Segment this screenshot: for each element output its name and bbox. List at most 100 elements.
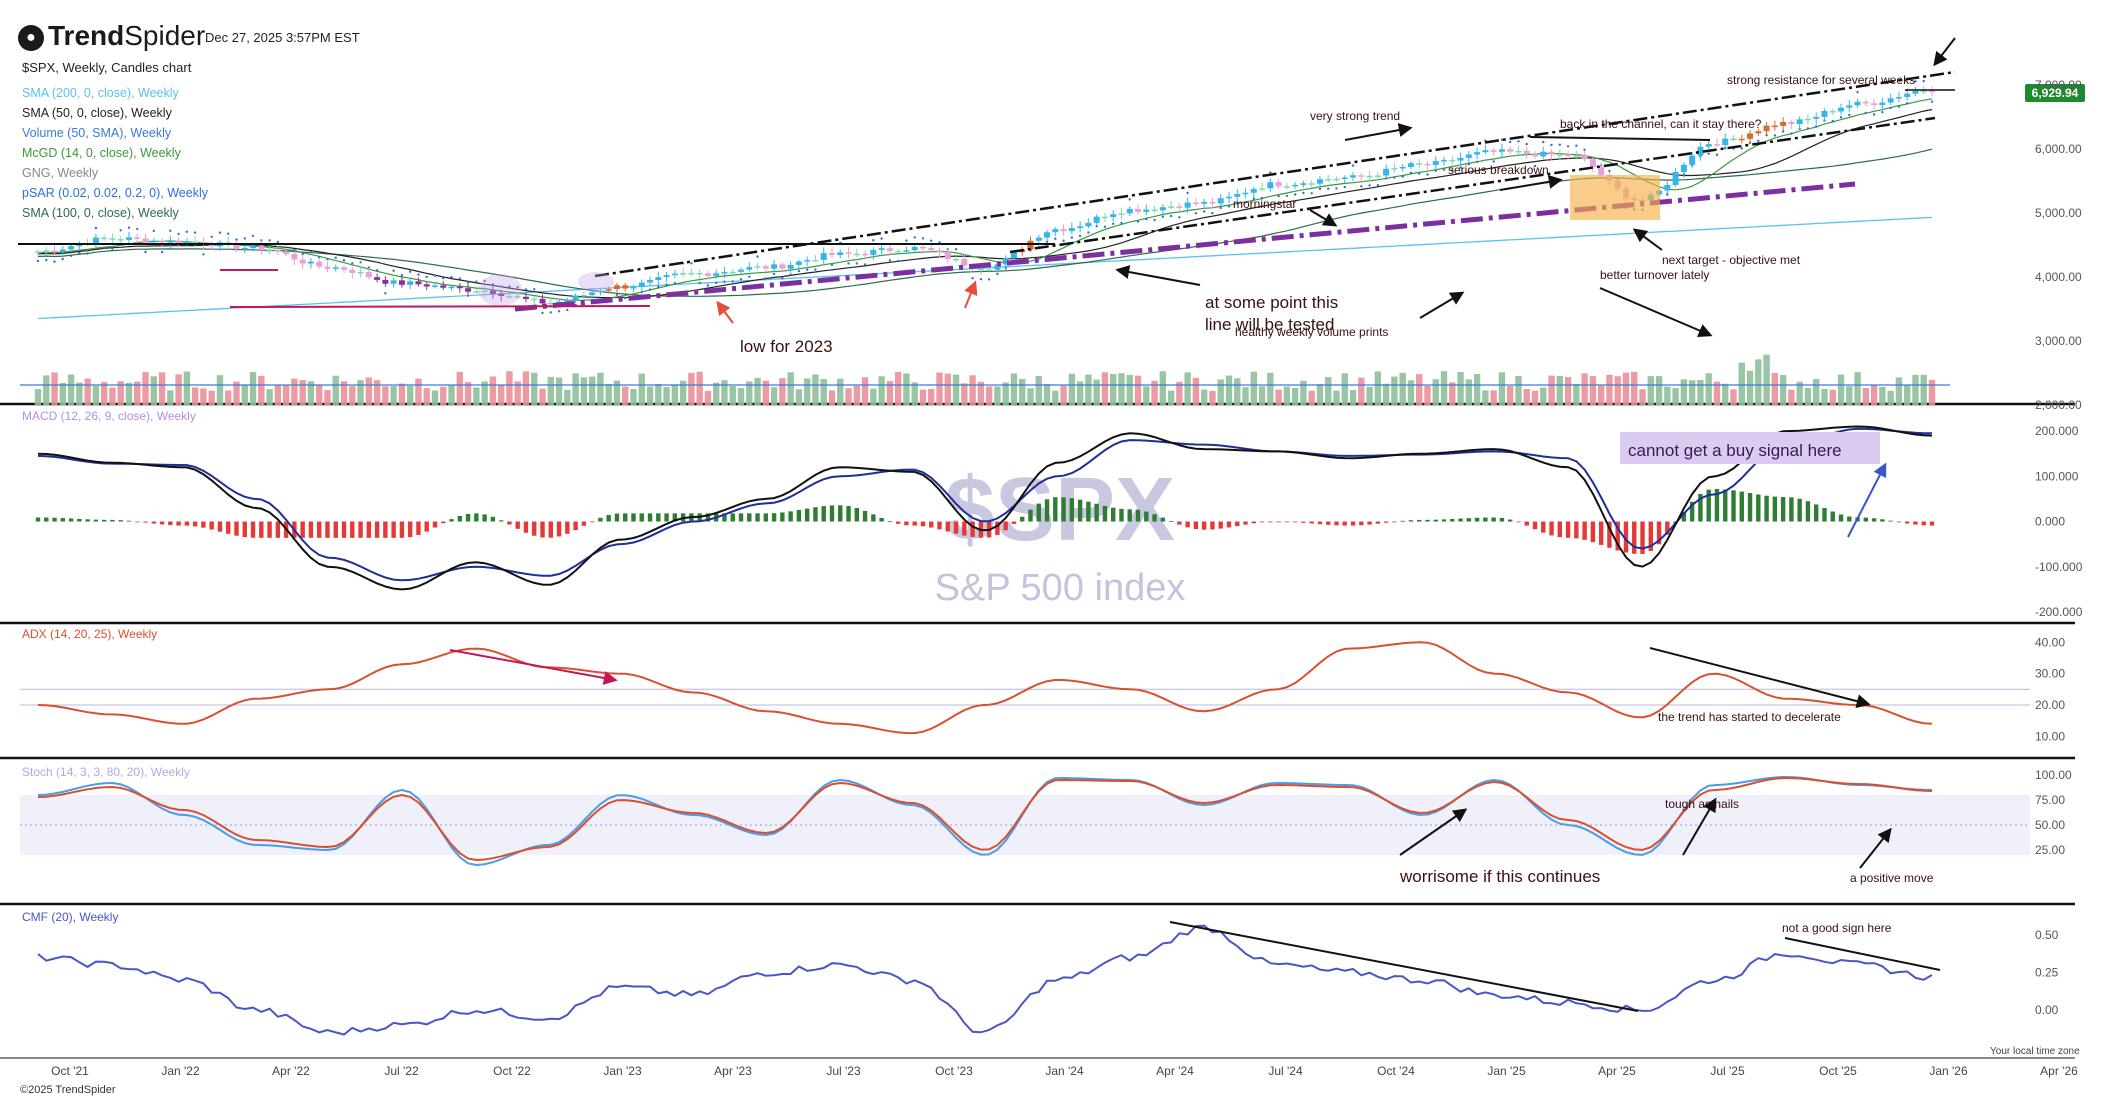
volume-bar (1664, 386, 1671, 405)
candle (1225, 196, 1232, 199)
psar-dot (723, 280, 726, 283)
macd-histogram-bar (1292, 521, 1298, 523)
psar-dot (1906, 102, 1909, 105)
psar-dot (243, 237, 246, 240)
macd-tick: 100.000 (2035, 469, 2079, 483)
macd-histogram-bar (234, 521, 239, 536)
macd-histogram-bar (275, 521, 281, 538)
volume-bar (1705, 373, 1712, 405)
volume-bar (142, 372, 149, 405)
candle (1432, 161, 1439, 165)
volume-bar (1027, 388, 1034, 405)
macd-histogram-bar (1086, 501, 1091, 522)
macd-histogram-bar (1119, 508, 1124, 522)
psar-dot (1252, 197, 1256, 200)
volume-bar (597, 372, 604, 405)
volume-bar (1655, 376, 1663, 405)
macd-histogram-bar (771, 513, 777, 522)
adx-tick: 30.00 (2035, 667, 2065, 681)
candle (1192, 202, 1199, 205)
psar-dot (1790, 132, 1793, 135)
volume-bar (688, 372, 695, 405)
volume-bar (1035, 375, 1042, 405)
volume-bar (861, 377, 869, 405)
indicator-psar[interactable]: pSAR (0.02, 0.02, 0.2, 0), Weekly (22, 186, 208, 200)
macd-histogram-bar (68, 518, 74, 522)
macd-histogram-bar (1061, 497, 1066, 522)
macd-pane[interactable]: MACD (12, 26, 9, close), Weekly (22, 409, 1935, 591)
candle (1308, 183, 1315, 185)
macd-histogram-bar (1582, 521, 1587, 540)
candle (1151, 209, 1158, 212)
volume-bar (1316, 384, 1324, 405)
macd-histogram-bar (656, 513, 661, 522)
volume-bar (448, 385, 455, 405)
macd-histogram-bar (1557, 521, 1563, 538)
macd-histogram-bar (1665, 521, 1670, 535)
macd-histogram-bar (482, 514, 487, 522)
indicator-mcgd[interactable]: McGD (14, 0, close), Weekly (22, 146, 181, 160)
stoch-pane[interactable]: Stoch (14, 3, 3, 80, 20), Weekly (20, 765, 2030, 867)
psar-dot (739, 278, 743, 281)
candle (622, 285, 629, 289)
candle (498, 293, 505, 296)
macd-histogram-bar (1896, 521, 1902, 523)
macd-histogram-bar (1243, 521, 1248, 525)
macd-histogram-bar (1342, 521, 1347, 526)
watermark-symbol: $SPX (945, 460, 1175, 560)
indicator-sma200[interactable]: SMA (200, 0, close), Weekly (22, 86, 179, 100)
psar-dot (293, 248, 296, 252)
psar-dot (1525, 142, 1528, 146)
candle (539, 298, 546, 304)
price-pane[interactable] (18, 70, 1956, 320)
sma50-line (37, 108, 1933, 299)
indicator-volume[interactable]: Volume (50, SMA), Weekly (22, 126, 172, 140)
annotations[interactable]: strong resistance for several weeks very … (449, 37, 1956, 1012)
volume-bar (870, 388, 877, 405)
candle (1283, 186, 1290, 188)
cmf-line (37, 924, 1933, 1036)
adx-line (37, 641, 1933, 735)
macd-histogram-bar (1127, 509, 1132, 522)
volume-bar (539, 388, 546, 405)
indicator-gng[interactable]: GNG, Weekly (22, 166, 99, 180)
trendspider-logo[interactable]: ● TrendSpider (18, 20, 205, 52)
lower-channel-line (1009, 116, 1936, 254)
indicator-sma50[interactable]: SMA (50, 0, close), Weekly (22, 106, 172, 120)
psar-dot (152, 229, 155, 233)
macd-histogram-bar (962, 521, 967, 536)
candle (638, 282, 645, 287)
volume-bar (1217, 379, 1224, 405)
candle (928, 247, 935, 251)
psar-dot (764, 277, 767, 280)
macd-histogram-bar (1326, 521, 1331, 525)
volume-bar (1391, 376, 1398, 405)
macd-histogram-bar (1268, 521, 1273, 523)
candle (597, 290, 604, 293)
candle (1871, 103, 1878, 105)
price-tick: 4,000.00 (2035, 270, 2082, 284)
volume-bar (1159, 371, 1167, 405)
psar-dot (359, 261, 362, 264)
psar-dot (1351, 164, 1355, 167)
candle (1168, 206, 1175, 208)
psar-dot (425, 275, 428, 279)
volume-bar (1647, 376, 1654, 405)
psar-dot (921, 237, 925, 240)
macd-tick: 0.000 (2035, 515, 2065, 529)
macd-histogram-bar (705, 513, 711, 522)
psar-dot (557, 310, 561, 313)
macd-histogram-bar (1466, 518, 1472, 522)
adx-pane[interactable]: ADX (14, 20, 25), Weekly (20, 627, 2030, 735)
macd-histogram-bar (804, 508, 810, 522)
macd-histogram-bar (1880, 519, 1885, 522)
candle (779, 264, 786, 269)
indicator-sma100[interactable]: SMA (100, 0, close), Weekly (22, 206, 179, 220)
cmf-pane[interactable]: CMF (20), Weekly (22, 910, 1933, 1036)
macd-histogram-bar (1069, 498, 1075, 522)
candle (1234, 193, 1241, 197)
psar-dot (715, 281, 718, 285)
macd-histogram-bar (242, 521, 247, 538)
volume-bar (390, 386, 397, 405)
